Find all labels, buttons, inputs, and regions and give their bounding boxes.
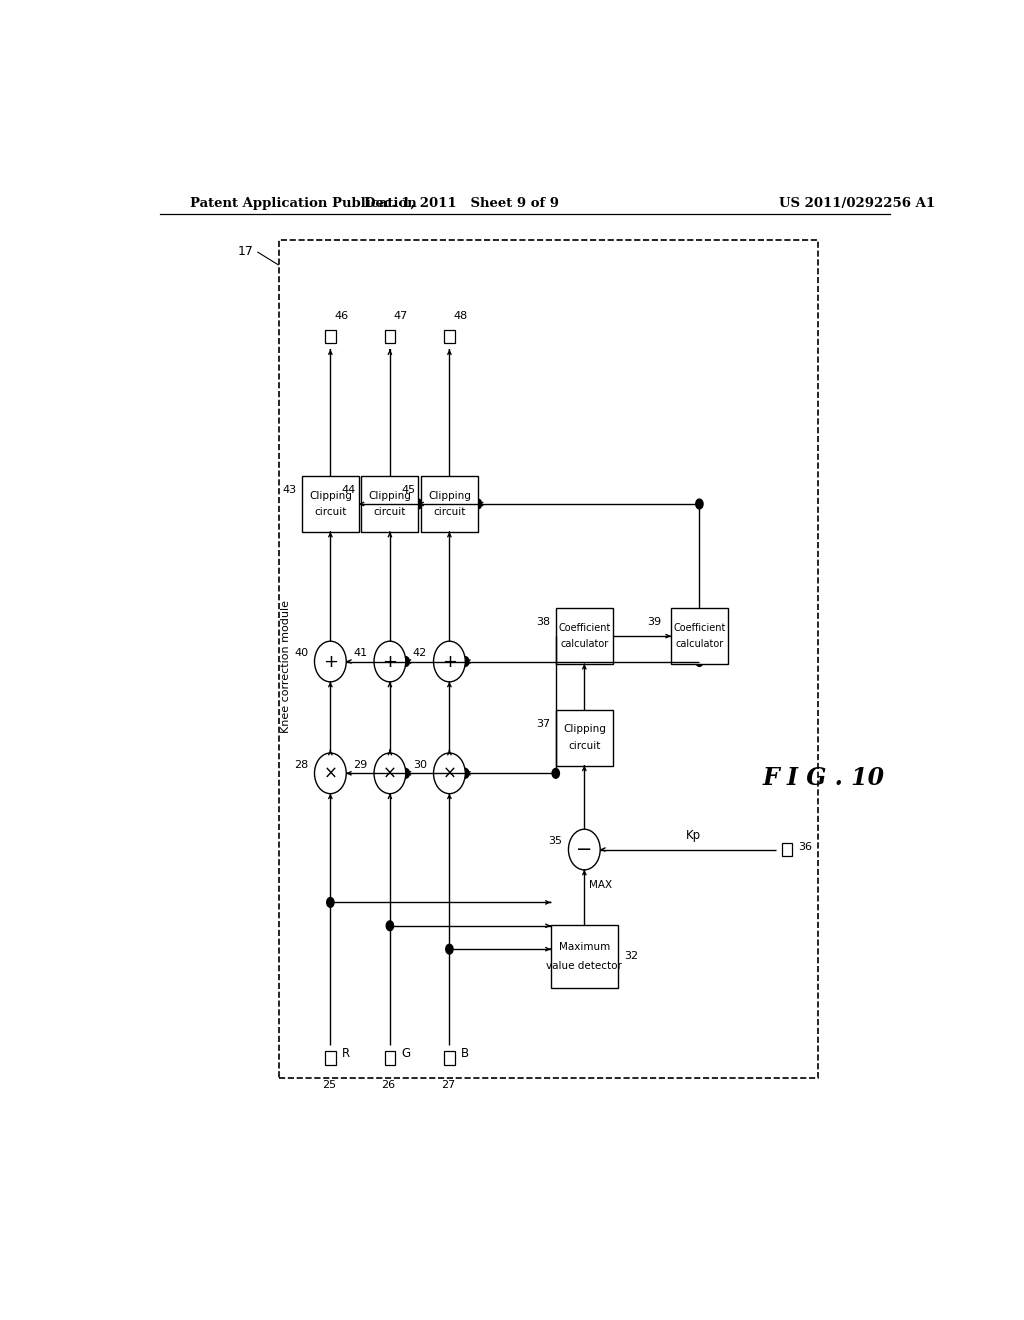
Text: Dec. 1, 2011   Sheet 9 of 9: Dec. 1, 2011 Sheet 9 of 9 xyxy=(364,197,559,210)
Text: circuit: circuit xyxy=(374,507,407,517)
FancyBboxPatch shape xyxy=(302,477,359,532)
Text: US 2011/0292256 A1: US 2011/0292256 A1 xyxy=(778,197,935,210)
Text: 40: 40 xyxy=(294,648,308,659)
Circle shape xyxy=(326,896,335,908)
Text: 35: 35 xyxy=(548,837,562,846)
Circle shape xyxy=(314,642,346,682)
Text: 41: 41 xyxy=(353,648,368,659)
FancyBboxPatch shape xyxy=(385,1051,395,1064)
Text: +: + xyxy=(382,652,397,671)
Text: 25: 25 xyxy=(322,1080,336,1090)
Text: 36: 36 xyxy=(798,842,812,851)
FancyBboxPatch shape xyxy=(326,1051,336,1064)
Text: Clipping: Clipping xyxy=(309,491,352,500)
Circle shape xyxy=(445,944,454,954)
Circle shape xyxy=(414,499,423,510)
Text: Knee correction module: Knee correction module xyxy=(281,601,291,733)
Text: Coefficient: Coefficient xyxy=(673,623,726,632)
Text: R: R xyxy=(341,1047,349,1060)
Text: 48: 48 xyxy=(454,312,468,321)
Text: 28: 28 xyxy=(294,760,308,770)
Text: ×: × xyxy=(442,764,457,783)
FancyBboxPatch shape xyxy=(385,330,395,343)
Text: Maximum: Maximum xyxy=(559,942,610,952)
Circle shape xyxy=(385,920,394,932)
Text: B: B xyxy=(461,1047,469,1060)
Text: −: − xyxy=(577,840,593,859)
Text: ×: × xyxy=(324,764,337,783)
Circle shape xyxy=(401,656,411,667)
Text: Clipping: Clipping xyxy=(369,491,412,500)
Circle shape xyxy=(401,768,411,779)
FancyBboxPatch shape xyxy=(671,609,728,664)
FancyBboxPatch shape xyxy=(421,477,478,532)
Circle shape xyxy=(374,642,406,682)
Text: circuit: circuit xyxy=(314,507,346,517)
Text: F I G . 10: F I G . 10 xyxy=(763,767,885,791)
FancyBboxPatch shape xyxy=(326,330,336,343)
Text: +: + xyxy=(323,652,338,671)
Circle shape xyxy=(568,829,600,870)
Text: MAX: MAX xyxy=(589,880,612,890)
Text: 32: 32 xyxy=(625,952,639,961)
Text: 27: 27 xyxy=(440,1080,455,1090)
Circle shape xyxy=(374,752,406,793)
Text: ×: × xyxy=(383,764,397,783)
Text: 47: 47 xyxy=(394,312,409,321)
Text: 39: 39 xyxy=(647,618,662,627)
Text: +: + xyxy=(442,652,457,671)
FancyBboxPatch shape xyxy=(556,609,613,664)
FancyBboxPatch shape xyxy=(781,843,792,857)
FancyBboxPatch shape xyxy=(361,477,419,532)
Circle shape xyxy=(433,752,465,793)
Text: Kp: Kp xyxy=(686,829,701,842)
Text: 46: 46 xyxy=(334,312,348,321)
Text: 43: 43 xyxy=(283,484,296,495)
Text: Patent Application Publication: Patent Application Publication xyxy=(189,197,417,210)
Text: 38: 38 xyxy=(537,618,550,627)
FancyBboxPatch shape xyxy=(444,330,455,343)
Text: calculator: calculator xyxy=(675,639,724,649)
Text: value detector: value detector xyxy=(547,961,623,970)
Text: G: G xyxy=(401,1047,411,1060)
Circle shape xyxy=(695,656,703,667)
Text: calculator: calculator xyxy=(560,639,608,649)
Circle shape xyxy=(474,499,482,510)
Text: Clipping: Clipping xyxy=(428,491,471,500)
Circle shape xyxy=(461,768,470,779)
Circle shape xyxy=(461,656,470,667)
Text: 37: 37 xyxy=(537,719,550,729)
Text: Clipping: Clipping xyxy=(563,725,606,734)
Circle shape xyxy=(551,768,560,779)
Text: 26: 26 xyxy=(381,1080,395,1090)
Text: 45: 45 xyxy=(401,484,416,495)
Text: 17: 17 xyxy=(238,246,253,259)
Circle shape xyxy=(314,752,346,793)
Circle shape xyxy=(695,499,703,510)
FancyBboxPatch shape xyxy=(444,1051,455,1064)
Text: Coefficient: Coefficient xyxy=(558,623,610,632)
Text: 30: 30 xyxy=(414,760,427,770)
Text: 29: 29 xyxy=(353,760,368,770)
FancyBboxPatch shape xyxy=(556,710,613,766)
Circle shape xyxy=(433,642,465,682)
Text: 42: 42 xyxy=(413,648,427,659)
Text: 44: 44 xyxy=(342,484,355,495)
Text: circuit: circuit xyxy=(433,507,466,517)
FancyBboxPatch shape xyxy=(551,925,618,987)
Text: circuit: circuit xyxy=(568,741,600,751)
